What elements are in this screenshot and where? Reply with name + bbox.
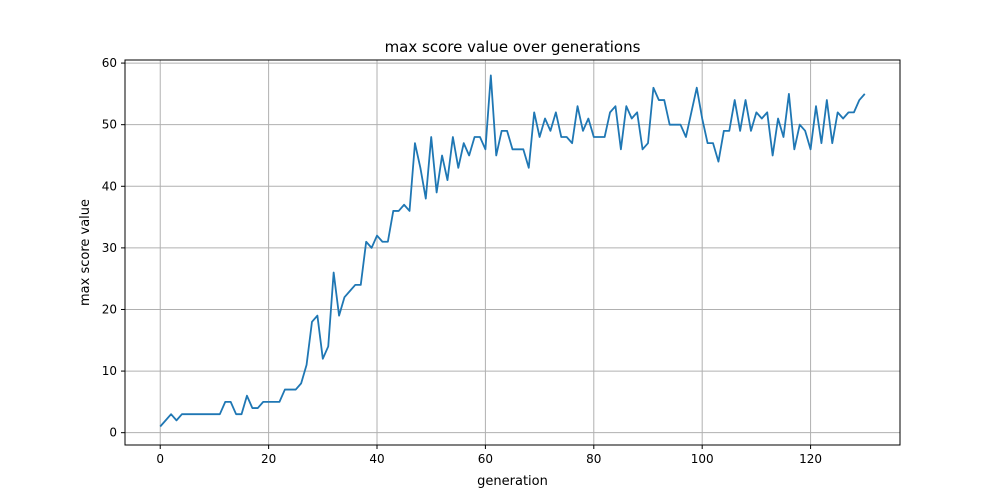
x-tick-label: 100	[691, 452, 714, 466]
y-tick-label: 50	[102, 118, 117, 132]
plot-frame	[124, 59, 901, 446]
x-tick-label: 0	[156, 452, 164, 466]
y-tick-label: 30	[102, 241, 117, 255]
x-tick-label: 60	[478, 452, 493, 466]
series-layer	[159, 74, 866, 428]
x-tick-label: 80	[586, 452, 601, 466]
y-tick-label: 40	[102, 179, 117, 193]
grid	[125, 60, 900, 445]
y-tick-label: 20	[102, 302, 117, 316]
x-tick-label: 20	[261, 452, 276, 466]
y-axis-ticks: 0 10 20 30 40 50 60	[102, 56, 125, 440]
series-line	[159, 74, 866, 428]
x-axis-label: generation	[477, 474, 548, 489]
y-tick-label: 60	[102, 56, 117, 70]
x-tick-label: 120	[799, 452, 822, 466]
y-tick-label: 0	[109, 426, 117, 440]
chart-title: max score value over generations	[385, 38, 641, 56]
y-tick-label: 10	[102, 364, 117, 378]
y-axis-label: max score value	[78, 199, 93, 306]
x-tick-label: 40	[369, 452, 384, 466]
x-axis-ticks: 0 20 40 60 80 100 120	[156, 445, 822, 466]
